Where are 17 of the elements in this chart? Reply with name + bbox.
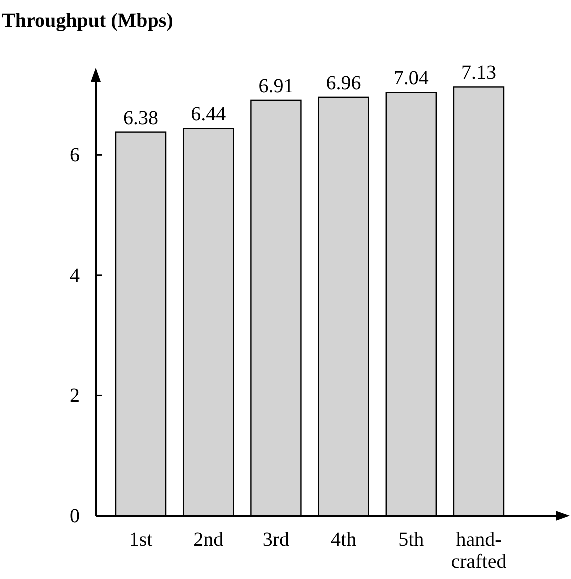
x-tick-label: 3rd bbox=[262, 529, 290, 551]
data-label: 6.96 bbox=[326, 72, 362, 94]
data-label: 7.13 bbox=[461, 62, 496, 84]
x-tick-label: 4th bbox=[331, 529, 357, 551]
data-label: 6.91 bbox=[258, 75, 294, 98]
y-axis-title: Throughput (Mbps) bbox=[2, 10, 174, 32]
data-label: 6.44 bbox=[191, 104, 226, 126]
y-tick-label: 4 bbox=[70, 264, 80, 287]
data-label: 7.04 bbox=[394, 68, 429, 90]
y-tick-label: 0 bbox=[70, 505, 80, 528]
y-tick-label: 2 bbox=[70, 385, 80, 408]
data-label: 6.38 bbox=[124, 107, 159, 130]
x-tick-label: 2nd bbox=[194, 529, 224, 551]
x-tick-label: 5th bbox=[398, 529, 424, 551]
y-tick-label: 6 bbox=[70, 144, 80, 167]
x-tick-label: hand-crafted bbox=[451, 529, 507, 573]
x-tick-label: 1st bbox=[129, 529, 154, 551]
